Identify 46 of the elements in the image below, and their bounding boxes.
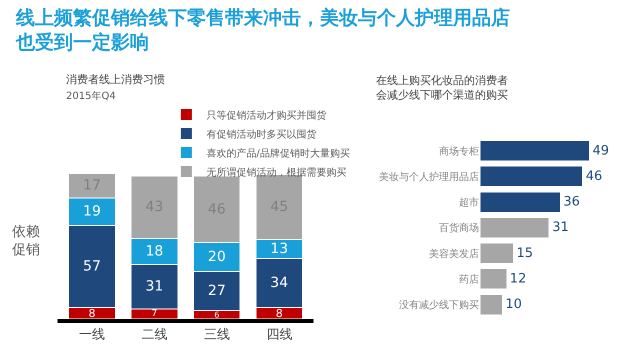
- data-label: 46: [586, 168, 602, 184]
- text: 依赖促销: [12, 224, 40, 258]
- data-label: 13: [270, 241, 288, 258]
- x-tick-label: 一线: [78, 328, 105, 343]
- bar: [480, 294, 503, 316]
- data-label: 12: [510, 271, 526, 286]
- x-tick-label: 三线: [204, 328, 230, 343]
- bar: [480, 242, 514, 264]
- x-tick-label: 四线: [266, 328, 292, 343]
- bar: [480, 166, 584, 188]
- legend-label: 只等促销活动才购买并囤货: [206, 109, 326, 122]
- y-tick-label: 百货商场: [439, 222, 479, 234]
- chart-title: 在线上购买化妆品的消费者会减少线下哪个渠道的购买: [376, 74, 508, 102]
- data-label: 8: [88, 306, 96, 320]
- y-tick-label: 没有减少线下购买: [399, 299, 479, 312]
- data-label: 27: [208, 282, 226, 299]
- y-tick-label: 药店: [459, 273, 479, 286]
- data-label: 34: [270, 275, 288, 292]
- data-label: 15: [516, 246, 534, 261]
- data-label: 49: [592, 143, 609, 158]
- legend-label: 无所谓促销活动，根据需要购买: [206, 166, 346, 178]
- data-label: 18: [145, 243, 164, 260]
- data-label: 19: [83, 204, 101, 220]
- data-label: 31: [145, 278, 164, 295]
- y-tick-label: 美容美发店: [429, 248, 479, 260]
- x-tick-label: 二线: [141, 328, 168, 343]
- chart-subtitle: 消费者线上消费习惯: [66, 73, 165, 86]
- data-label: 7: [152, 309, 158, 320]
- data-label: 6: [214, 310, 220, 320]
- data-label: 36: [563, 194, 580, 210]
- chart-title: 线上频繁促销给线下零售带来冲击，美妆与个人护理用品店也受到一定影响: [15, 7, 510, 54]
- data-label: 8: [276, 306, 283, 320]
- y-tick-label: 商场专柜: [439, 145, 479, 158]
- y-tick-label: 超市: [459, 196, 479, 209]
- bar: [480, 268, 508, 290]
- legend-label: 喜欢的产品/品牌促销时大量购买: [206, 147, 350, 160]
- data-label: 20: [208, 249, 226, 266]
- data-label: 57: [83, 258, 101, 274]
- bar: [480, 191, 561, 213]
- y-tick-label: 美妆与个人护理用品店: [379, 170, 479, 183]
- bar: [480, 216, 550, 238]
- text: 2015年Q4: [66, 90, 116, 102]
- legend-label: 有促销活动时多买以囤货: [206, 128, 316, 140]
- bar: [480, 140, 590, 162]
- data-label: 31: [552, 220, 569, 236]
- data-label: 10: [505, 297, 522, 312]
